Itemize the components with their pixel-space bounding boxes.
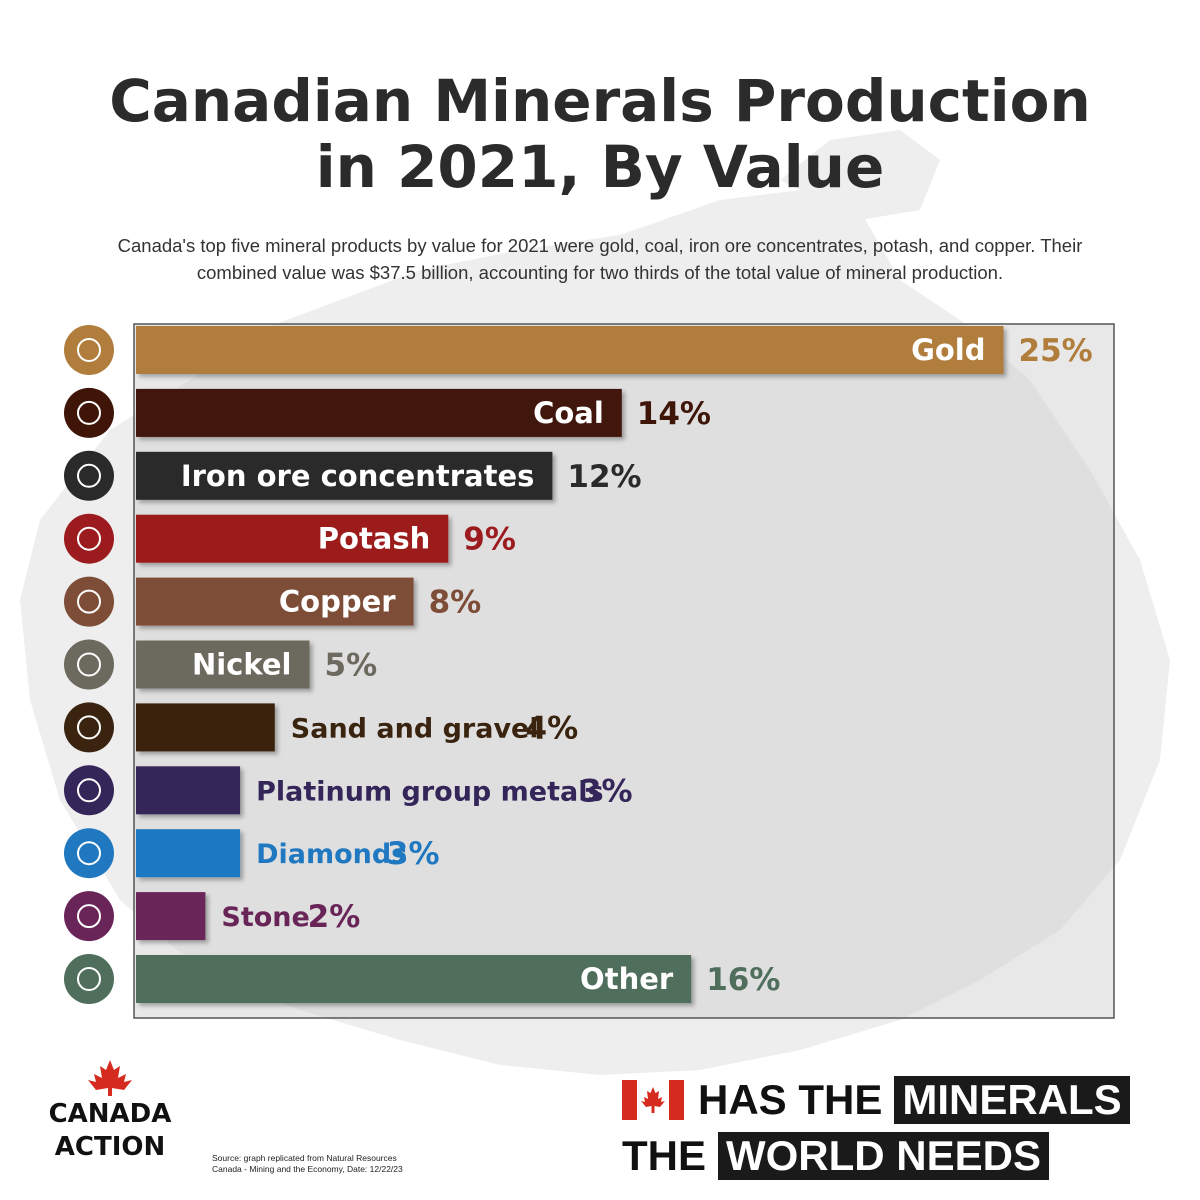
diamond-icon-glyph [77, 841, 101, 866]
canada-flag-icon [622, 1080, 684, 1120]
category-label: Gold [911, 333, 985, 367]
title-line-1: Canadian Minerals Production [109, 67, 1091, 135]
hammers-icon-glyph [77, 967, 101, 991]
chart-bars: Gold 25% Coal 14% Iron ore concentrates 12% Po… [64, 325, 1093, 1004]
source-note: Source: graph replicated from Natural Re… [212, 1153, 452, 1175]
value-label: 2% [308, 899, 361, 935]
bar-stone [136, 892, 206, 941]
tagline: HAS THE MINERALS THE WORLD NEEDS [622, 1076, 1130, 1180]
tagline-row-1: HAS THE MINERALS [622, 1076, 1130, 1124]
bar-iron-ore-concentrates [136, 451, 553, 500]
category-label: Diamonds [256, 839, 407, 870]
stone-icon [64, 891, 114, 942]
category-label: Coal [533, 396, 604, 430]
page-subtitle: Canada's top five mineral products by va… [50, 232, 1150, 286]
copper-wire-spool-icon [64, 576, 114, 627]
sand-gravel-pile-icon [64, 702, 114, 753]
copper-wire-spool-icon-glyph [77, 589, 101, 614]
logo-line-1: CANADA [48, 1099, 172, 1129]
bar-copper [136, 577, 414, 626]
platinum-bars-icon [64, 765, 114, 816]
logo-line-2: ACTION [54, 1132, 166, 1162]
tagline-world-needs: WORLD NEEDS [718, 1132, 1049, 1180]
source-line-2: Canada - Mining and the Economy, Date: 1… [212, 1164, 403, 1174]
value-label: 9% [463, 522, 516, 558]
battery-icon [64, 639, 114, 690]
platinum-bars-icon-glyph [77, 778, 101, 803]
coal-icon-glyph [77, 400, 101, 425]
tagline-has-the: HAS THE [698, 1076, 883, 1123]
value-label: 12% [567, 459, 641, 495]
value-label: 3% [580, 773, 633, 809]
iron-ore-icon [64, 450, 114, 501]
diamond-icon [64, 828, 114, 879]
value-label: 8% [429, 585, 482, 621]
title-line-2: in 2021, By Value [315, 133, 885, 201]
category-label: Nickel [192, 648, 292, 682]
category-label: Iron ore concentrates [181, 459, 535, 493]
category-label: Copper [279, 585, 396, 619]
value-label: 16% [706, 962, 780, 998]
bar-potash [136, 514, 449, 563]
bar-gold [136, 326, 1004, 374]
value-label: 14% [637, 396, 711, 432]
hammers-icon [64, 954, 114, 1004]
source-line-1: Source: graph replicated from Natural Re… [212, 1153, 397, 1163]
category-label: Other [580, 962, 674, 996]
subtitle-line-2: combined value was $37.5 billion, accoun… [196, 262, 1004, 283]
bar-diamonds [136, 829, 241, 878]
category-label: Sand and gravel [291, 713, 539, 744]
category-label: Potash [318, 522, 431, 556]
coal-icon [64, 387, 114, 438]
gold-nugget-icon [64, 325, 114, 375]
subtitle-line-1: Canada's top five mineral products by va… [117, 235, 1083, 256]
tagline-row-2: THE WORLD NEEDS [622, 1132, 1130, 1180]
maple-leaf-icon [88, 1060, 132, 1096]
tagline-the: THE [622, 1132, 706, 1179]
page-title: Canadian Minerals Production in 2021, By… [0, 68, 1200, 200]
category-label: Platinum group metals [256, 776, 603, 807]
bar-nickel [136, 640, 310, 689]
value-label: 4% [526, 710, 579, 746]
tagline-minerals: MINERALS [894, 1076, 1130, 1124]
value-label: 3% [387, 836, 440, 872]
category-label: Stone [221, 902, 309, 933]
iron-ore-icon-glyph [77, 463, 101, 488]
bar-platinum-group-metals [136, 766, 241, 815]
value-label: 25% [1019, 333, 1093, 369]
gold-nugget-icon-glyph [77, 338, 101, 362]
bar-sand-and-gravel [136, 703, 275, 752]
bar-other [136, 955, 692, 1003]
bar-coal [136, 388, 622, 437]
sand-gravel-pile-icon-glyph [77, 715, 101, 740]
stone-icon-glyph [77, 904, 101, 929]
potash-molecule-icon-glyph [77, 526, 101, 551]
battery-icon-glyph [77, 652, 101, 677]
value-label: 5% [325, 648, 378, 684]
potash-molecule-icon [64, 513, 114, 564]
